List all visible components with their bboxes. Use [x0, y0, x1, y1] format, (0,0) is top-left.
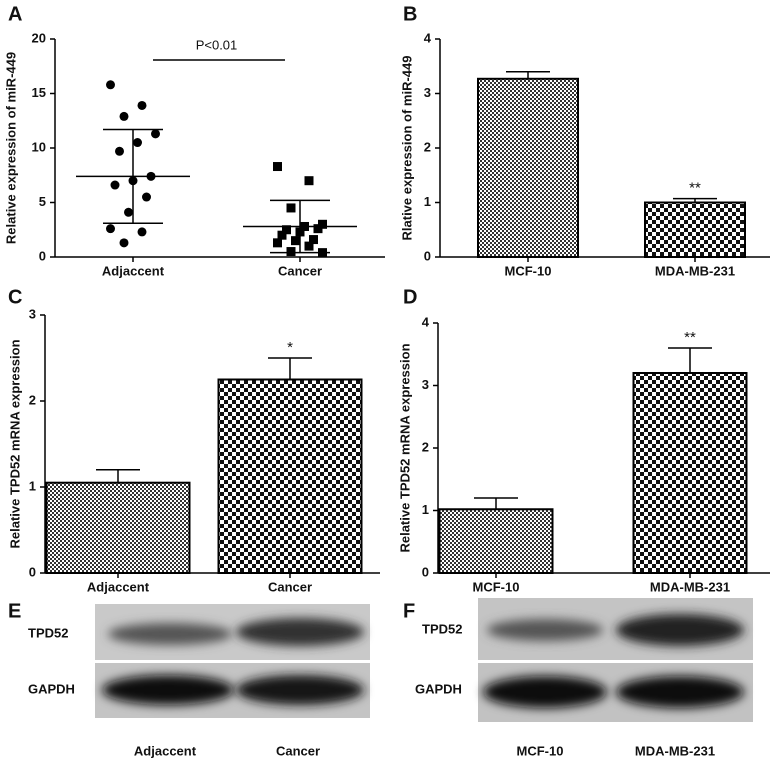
- y-tick-label: 3: [29, 306, 36, 321]
- point: [277, 230, 287, 240]
- y-tick-label: 1: [422, 502, 429, 517]
- lane-label: Cancer: [276, 743, 320, 758]
- y-tick-label: 2: [29, 392, 36, 407]
- bar: [45, 481, 191, 575]
- lane-label: MDA-MB-231: [635, 743, 715, 758]
- annotation: P<0.01: [196, 37, 238, 52]
- point: [304, 241, 314, 251]
- point: [119, 238, 129, 248]
- y-tick-label: 3: [422, 377, 429, 392]
- x-tick-label: Cancer: [268, 579, 312, 594]
- y-tick-label: 0: [39, 248, 46, 263]
- row-label: GAPDH: [28, 681, 75, 696]
- x-tick-label: Adjaccent: [87, 579, 150, 594]
- bar: [477, 77, 579, 258]
- y-tick-label: 2: [424, 139, 431, 154]
- point: [133, 138, 142, 148]
- y-tick-label: 0: [29, 564, 36, 579]
- y-tick-label: 10: [32, 139, 46, 154]
- point: [137, 227, 147, 237]
- lane-label: Adjaccent: [134, 743, 197, 758]
- point: [124, 207, 133, 217]
- point: [142, 192, 151, 202]
- x-tick-label: MDA-MB-231: [655, 263, 735, 278]
- row-label: TPD52: [422, 621, 462, 636]
- point: [313, 224, 323, 234]
- band: [483, 676, 607, 708]
- x-tick-label: MDA-MB-231: [650, 579, 730, 594]
- point: [304, 176, 314, 186]
- y-tick-label: 2: [422, 439, 429, 454]
- bar: [217, 378, 363, 574]
- band: [102, 675, 234, 705]
- y-axis-label: Rlative expression of miR-449: [399, 56, 414, 241]
- y-axis-label: Relative expression of miR-449: [3, 52, 18, 244]
- bar: [644, 201, 746, 258]
- significance: **: [689, 180, 701, 197]
- point: [137, 100, 147, 110]
- panel-label: E: [8, 600, 21, 622]
- y-tick-label: 4: [422, 314, 430, 329]
- x-tick-label: Adjaccent: [102, 263, 165, 278]
- point: [151, 129, 160, 139]
- x-tick-label: Cancer: [278, 263, 322, 278]
- y-axis-label: Relative TPD52 mRNA expression: [7, 339, 22, 548]
- point: [119, 111, 129, 121]
- panel-label: D: [403, 286, 417, 308]
- y-tick-label: 1: [29, 478, 36, 493]
- point: [286, 247, 296, 257]
- x-tick-label: MCF-10: [473, 579, 520, 594]
- row-label: GAPDH: [415, 681, 462, 696]
- band: [236, 675, 364, 705]
- point: [291, 236, 300, 246]
- y-tick-label: 3: [424, 85, 431, 100]
- row-label: TPD52: [28, 625, 68, 640]
- point: [282, 225, 291, 235]
- point: [106, 80, 115, 90]
- point: [273, 238, 282, 248]
- y-tick-label: 1: [424, 194, 431, 209]
- y-tick-label: 4: [424, 30, 432, 45]
- point: [110, 180, 120, 190]
- band: [236, 618, 364, 646]
- significance: *: [287, 339, 293, 356]
- bar: [632, 372, 748, 574]
- band: [616, 614, 744, 646]
- x-tick-label: MCF-10: [505, 263, 552, 278]
- lane-label: MCF-10: [517, 743, 564, 758]
- band: [108, 623, 232, 645]
- band: [616, 676, 744, 708]
- y-tick-label: 5: [39, 194, 46, 209]
- bar: [438, 508, 554, 574]
- y-tick-label: 15: [32, 85, 46, 100]
- y-tick-label: 20: [32, 30, 46, 45]
- panel-label: F: [403, 600, 415, 622]
- significance: **: [684, 329, 696, 346]
- point: [309, 235, 318, 245]
- y-tick-label: 0: [422, 564, 429, 579]
- y-axis-label: Relative TPD52 mRNA expression: [397, 343, 412, 552]
- panel-label: A: [8, 3, 22, 25]
- panel-label: B: [403, 3, 417, 25]
- point: [115, 146, 124, 156]
- point: [273, 162, 282, 172]
- band: [487, 619, 603, 641]
- panel-label: C: [8, 286, 22, 308]
- point: [106, 224, 115, 234]
- point: [286, 203, 296, 213]
- y-tick-label: 0: [424, 248, 431, 263]
